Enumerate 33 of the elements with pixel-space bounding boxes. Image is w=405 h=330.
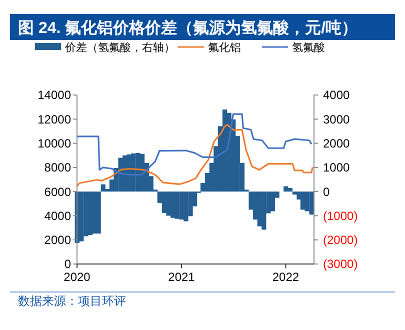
y-tick-label: 8000	[44, 160, 72, 175]
legend-label: 价差（氢氟酸，右轴）	[64, 40, 175, 54]
chart-title: 图 24. 氟化铝价格价差（氟源为氢氟酸，元/吨）	[18, 19, 358, 37]
y-tick-label: 10000	[38, 136, 72, 150]
y-tick-label: 12000	[38, 112, 72, 126]
y2-tick-label: 1000	[323, 160, 350, 175]
y2-tick-label: 0	[323, 184, 330, 199]
legend-label: 氟化铝	[208, 42, 241, 54]
y-tick-label: 4000	[44, 208, 72, 223]
bar	[270, 192, 276, 212]
y2-tick-label: (1000)	[323, 208, 358, 223]
y2-tick-label: (3000)	[323, 257, 358, 272]
y-tick-label: 6000	[44, 184, 72, 199]
line-series	[76, 113, 312, 176]
y-tick-label: 14000	[38, 88, 72, 102]
source-note: 数据来源：项目环评	[18, 294, 126, 308]
x-tick-label: 2021	[168, 270, 196, 284]
x-tick-label: 2022	[272, 270, 300, 284]
bar	[96, 192, 101, 234]
y-tick-label: 0	[64, 257, 72, 272]
bar	[304, 192, 310, 212]
bar	[100, 184, 106, 192]
bar	[174, 192, 180, 219]
y2-tick-label: (2000)	[323, 233, 358, 248]
y2-tick-label: 4000	[323, 88, 350, 102]
y-tick-label: 2000	[44, 233, 72, 248]
y2-tick-label: 2000	[323, 136, 350, 150]
legend-label: 氢氟酸	[292, 42, 325, 54]
y2-tick-label: 3000	[323, 112, 350, 126]
x-tick-label: 2020	[64, 270, 91, 284]
line-series	[76, 124, 314, 187]
bar	[284, 186, 288, 192]
bar	[288, 188, 292, 192]
